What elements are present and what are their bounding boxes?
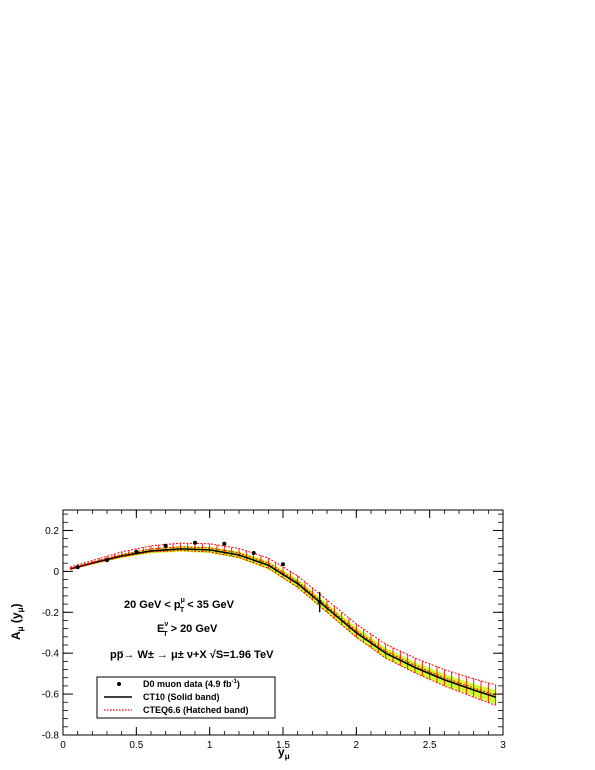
x-axis-label: yμ: [278, 745, 290, 761]
x-tick-label: 0: [60, 740, 66, 751]
x-axis-ticks: 0 0.5 1 1.5 2 2.5 3: [60, 510, 506, 751]
y-tick-label: -0.2: [42, 608, 60, 619]
et-cut-annotation: Eν T > 20 GeV: [157, 621, 218, 638]
d0-data-point: [163, 543, 168, 548]
cteq-band-lower: [70, 549, 496, 706]
y-axis-label: Aμ (yμ): [9, 604, 25, 641]
legend-label-cteq: CTEQ6.6 (Hatched band): [143, 705, 249, 715]
pt-cut-annotation: 20 GeV < pμ T < 35 GeV: [124, 597, 235, 614]
legend-label-ct10: CT10 (Solid band): [143, 692, 220, 702]
y-axis-ticks: -0.8 -0.6 -0.4 -0.2 0 0.2: [42, 513, 503, 742]
y-tick-label: 0: [53, 567, 59, 578]
y-tick-label: 0.2: [45, 526, 59, 537]
x-tick-label: 1: [207, 740, 213, 751]
process-annotation: pp̅→ W± → μ± ν+X √S=1.96 TeV: [110, 649, 274, 661]
d0-data-point: [105, 558, 109, 563]
d0-data-point: [193, 540, 197, 545]
legend-marker-d0: [117, 682, 121, 686]
y-tick-label: -0.6: [42, 690, 60, 701]
cteq-band-upper: [70, 542, 496, 686]
d0-data-point: [222, 541, 227, 546]
x-tick-label: 1.5: [276, 740, 290, 751]
data-points: [75, 540, 322, 613]
d0-data-point: [134, 549, 139, 554]
d0-data-point: [75, 565, 80, 570]
x-tick-label: 2.5: [423, 740, 437, 751]
y-tick-label: -0.8: [42, 731, 60, 742]
x-tick-label: 3: [500, 740, 506, 751]
legend-label-d0: D0 muon data (4.9 fb-1): [143, 679, 240, 689]
d0-data-point: [251, 550, 256, 555]
d0-data-point: [317, 600, 322, 605]
x-tick-label: 2: [354, 740, 360, 751]
legend: D0 muon data (4.9 fb-1) CT10 (Solid band…: [96, 676, 276, 719]
d0-data-point: [281, 562, 285, 567]
x-tick-label: 0.5: [129, 740, 143, 751]
y-tick-label: -0.4: [42, 649, 60, 660]
